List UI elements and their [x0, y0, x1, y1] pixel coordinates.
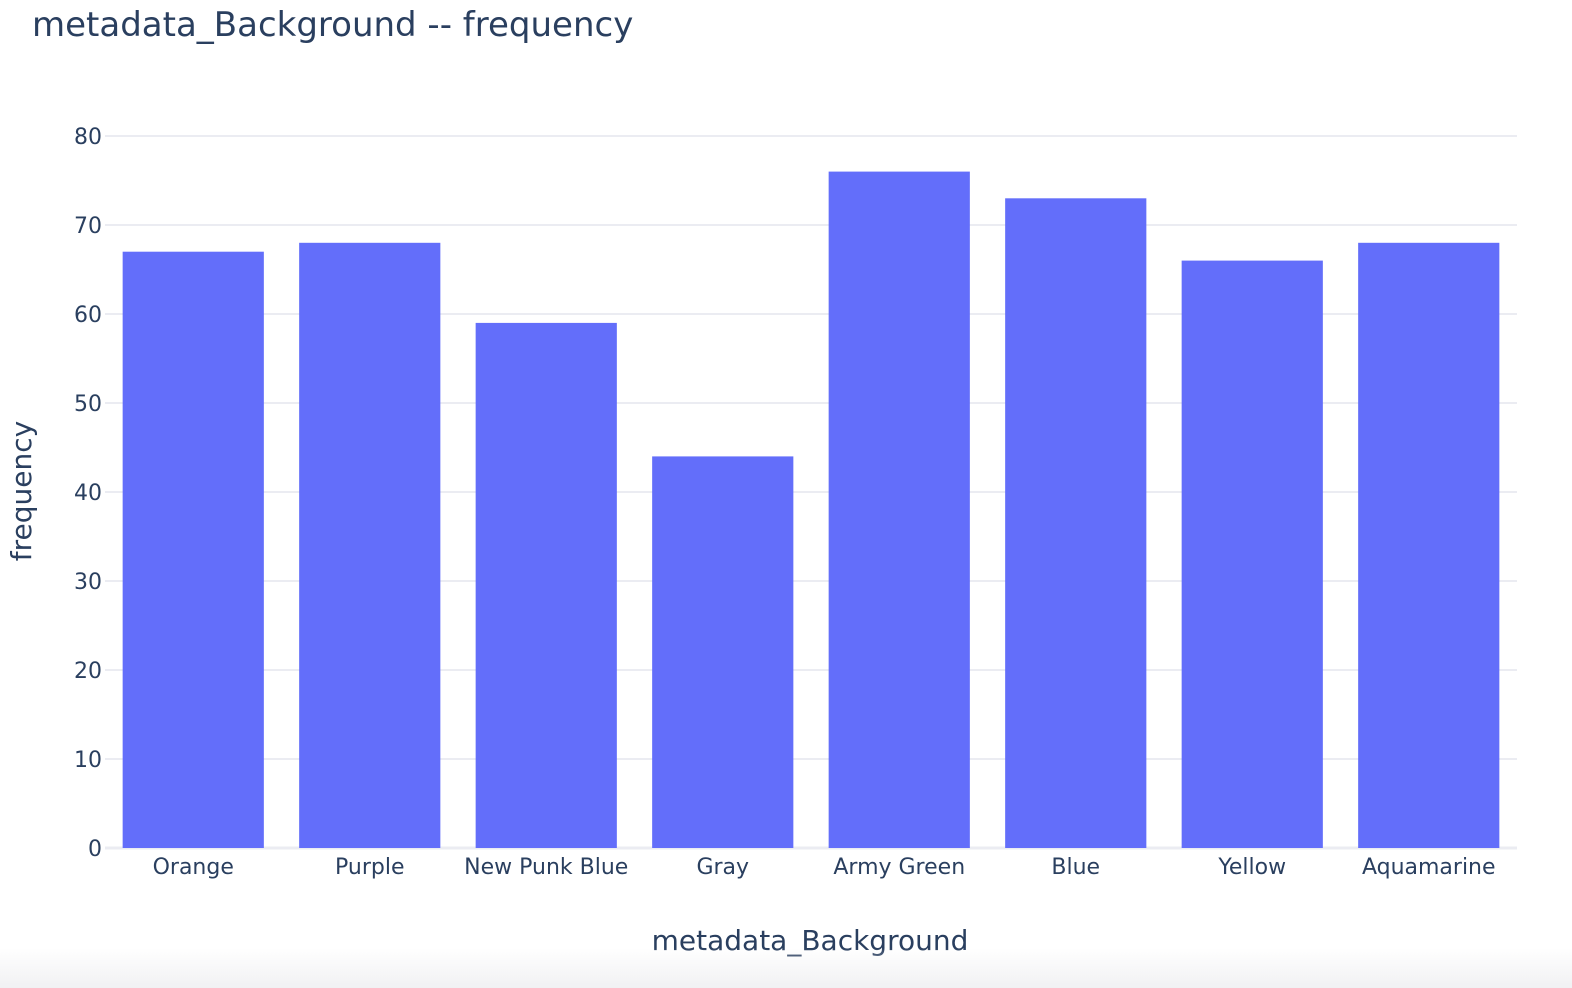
y-tick-label: 50: [74, 392, 102, 417]
y-tick-label: 40: [74, 481, 102, 506]
chart-title: metadata_Background -- frequency: [32, 5, 633, 45]
bar-yellow[interactable]: [1181, 260, 1323, 849]
bar-army-green[interactable]: [828, 171, 970, 849]
y-tick-label: 20: [74, 659, 102, 684]
x-tick-label: New Punk Blue: [464, 855, 628, 880]
y-tick-label: 80: [74, 125, 102, 150]
x-tick-label: Blue: [1051, 855, 1100, 880]
y-tick-label: 70: [74, 214, 102, 239]
bar-purple[interactable]: [299, 242, 441, 849]
x-tick-label: Purple: [335, 855, 404, 880]
y-tick-label: 10: [74, 748, 102, 773]
bar-new-punk-blue[interactable]: [475, 322, 617, 848]
y-tick-label: 0: [88, 837, 102, 862]
bar-orange[interactable]: [122, 251, 264, 848]
y-tick-label: 60: [74, 303, 102, 328]
x-tick-label: Aquamarine: [1362, 855, 1496, 880]
bars: [122, 171, 1500, 849]
y-axis-ticks: 0 10 20 30 40 50 60 70 80: [74, 125, 102, 862]
x-axis-ticks: Orange Purple New Punk Blue Gray Army Green B…: [153, 855, 1496, 880]
x-tick-label: Gray: [696, 855, 749, 880]
bottom-fade: [0, 948, 1572, 988]
x-tick-label: Orange: [153, 855, 234, 880]
y-axis-title: frequency: [5, 421, 38, 561]
y-tick-label: 30: [74, 570, 102, 595]
bar-gray[interactable]: [652, 456, 794, 848]
x-tick-label: Yellow: [1217, 855, 1286, 880]
bar-aquamarine[interactable]: [1358, 242, 1500, 849]
x-tick-label: Army Green: [833, 855, 965, 880]
bar-blue[interactable]: [1005, 198, 1147, 849]
